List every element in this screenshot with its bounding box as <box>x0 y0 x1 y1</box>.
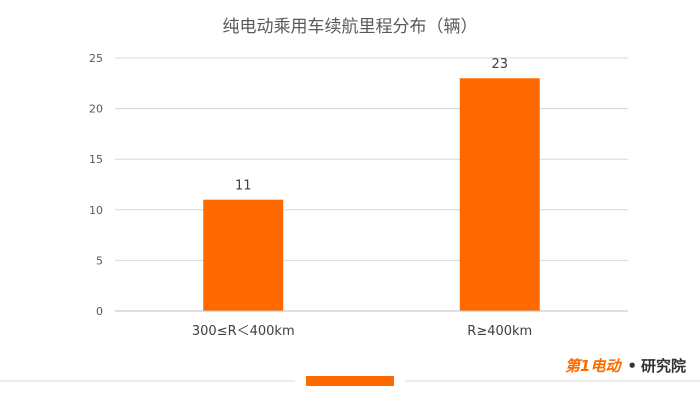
bar-1 <box>459 78 540 312</box>
bar-0 <box>203 199 284 311</box>
category-labels: 300≤R＜400km R≥400km <box>192 324 532 339</box>
y-tick-label: 5 <box>96 254 103 267</box>
chart-title: 纯电动乘用车续航里程分布（辆） <box>222 17 478 37</box>
y-tick-label: 0 <box>96 305 103 318</box>
bars <box>203 78 540 312</box>
data-label-1: 23 <box>491 57 508 72</box>
data-label-0: 11 <box>235 179 252 194</box>
data-labels: 11 23 <box>235 57 508 193</box>
y-tick-label: 15 <box>89 153 103 166</box>
y-tick-label: 20 <box>89 103 103 116</box>
gridlines <box>115 57 628 261</box>
brand-logo: 第1电动 <box>564 357 621 375</box>
y-tick-label: 25 <box>89 52 103 65</box>
category-label-1: R≥400km <box>467 324 532 339</box>
brand-suffix: 研究院 <box>640 357 686 375</box>
brand-separator: • <box>627 356 637 375</box>
legend-swatch <box>306 376 394 386</box>
y-axis-ticks: 0 5 10 15 20 25 <box>89 52 103 318</box>
legend <box>0 376 700 386</box>
brand-watermark: 第1电动 • 研究院 <box>565 355 686 376</box>
category-label-0: 300≤R＜400km <box>192 324 295 339</box>
y-tick-label: 10 <box>89 204 103 217</box>
